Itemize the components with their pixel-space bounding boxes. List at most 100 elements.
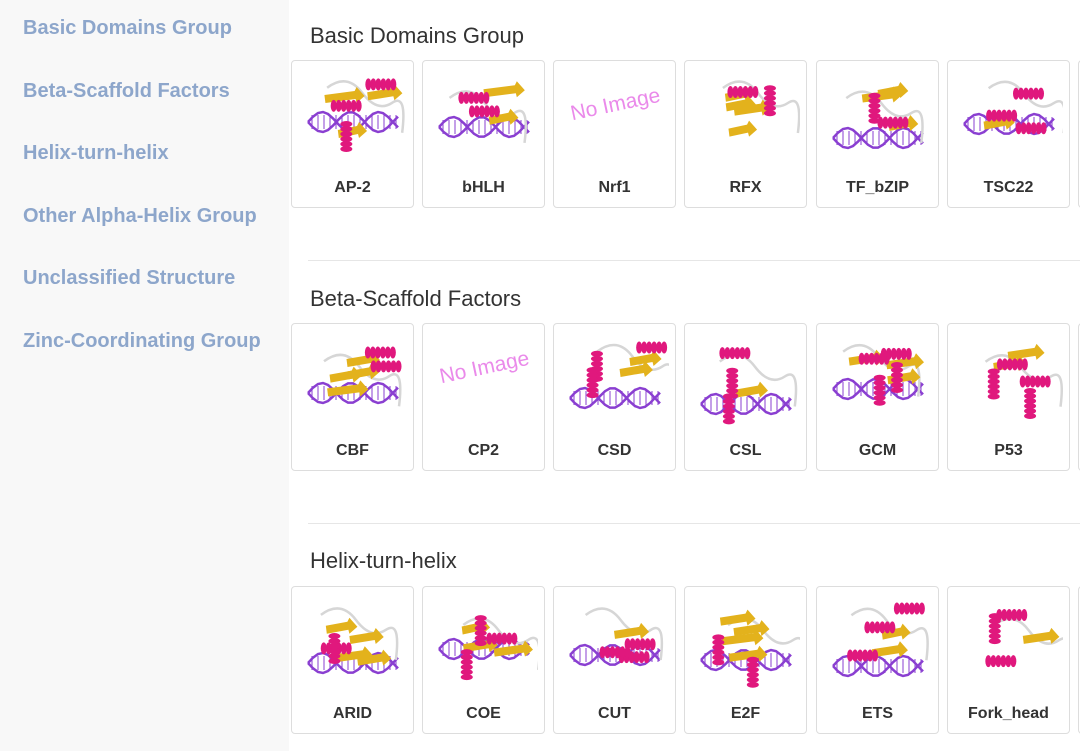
factor-card-ap-2[interactable]: AP-2 [291, 60, 414, 208]
factor-card-tf-bzip[interactable]: TF_bZIP [816, 60, 939, 208]
section-title-basic-domains-group: Basic Domains Group [310, 23, 524, 48]
factor-card-cut[interactable]: CUT [553, 586, 676, 734]
card-label: Nrf1 [598, 179, 631, 196]
beta-sheet-shape [1007, 343, 1045, 360]
factor-card-p53[interactable]: P53 [947, 323, 1070, 471]
alpha-helix-shape [586, 367, 599, 399]
sidebar-item-zinc-coordinating-group[interactable]: Zinc-Coordinating Group [23, 330, 261, 352]
structure-thumbnail [307, 607, 399, 675]
alpha-helix-shape [868, 92, 881, 124]
card-label: TF_bZIP [845, 179, 910, 196]
factor-card-cp2[interactable]: No Image CP2 [422, 323, 545, 471]
card-label: P53 [994, 442, 1023, 459]
no-image-placeholder: No Image [568, 83, 663, 126]
alpha-helix-shape [624, 638, 656, 651]
alpha-helix-shape [1013, 87, 1045, 100]
card-label: ETS [861, 705, 894, 722]
beta-sheet-shape [327, 380, 369, 397]
alpha-helix-shape [873, 374, 886, 406]
sidebar-item-basic-domains-group[interactable]: Basic Domains Group [23, 17, 232, 39]
structure-thumbnail [832, 602, 929, 678]
beta-sheet-shape [324, 86, 365, 103]
sidebar-item-beta-scaffold-factors[interactable]: Beta-Scaffold Factors [23, 80, 230, 102]
factor-card-nrf1[interactable]: No Image Nrf1 [553, 60, 676, 208]
alpha-helix-shape [719, 347, 751, 360]
alpha-helix-shape [864, 621, 896, 634]
alpha-helix-shape [712, 634, 725, 666]
beta-sheet-shape [861, 86, 902, 103]
beta-sheet-shape [349, 628, 384, 645]
factor-card-csl[interactable]: CSL [684, 323, 807, 471]
sidebar-item-unclassified-structure[interactable]: Unclassified Structure [23, 267, 236, 289]
alpha-helix-shape [890, 361, 903, 393]
alpha-helix-shape [987, 368, 1000, 400]
card-label: CBF [336, 442, 369, 459]
structure-thumbnail [700, 609, 800, 688]
structure-thumbnail [985, 609, 1063, 668]
dna-helix-shape [700, 392, 792, 416]
section-title-beta-scaffold-factors: Beta-Scaffold Factors [310, 286, 522, 311]
factor-card-ets[interactable]: ETS [816, 586, 939, 734]
structure-thumbnail [438, 615, 538, 681]
beta-sheet-shape [881, 623, 911, 640]
beta-sheet-shape [325, 617, 358, 634]
factor-card-gcm[interactable]: GCM [816, 323, 939, 471]
alpha-helix-shape [847, 649, 879, 662]
factor-card-cbf[interactable]: CBF [291, 323, 414, 471]
alpha-helix-shape [727, 85, 759, 98]
structure-thumbnail [569, 607, 664, 667]
card-label: CP2 [467, 442, 500, 459]
card-label: E2F [730, 705, 761, 722]
sidebar: Basic Domains Group Beta-Scaffold Factor… [0, 0, 289, 751]
beta-sheet-shape [613, 622, 650, 639]
main-content: Basic Domains Group Beta-Scaffold Factor… [289, 0, 1080, 751]
structure-thumbnail [307, 78, 405, 152]
beta-sheet-shape [871, 641, 908, 658]
alpha-helix-shape [996, 358, 1028, 371]
beta-sheet-shape [719, 609, 756, 626]
factor-card-rfx[interactable]: RFX [684, 60, 807, 208]
beta-sheet-shape [629, 349, 662, 366]
beta-sheet-shape [493, 640, 533, 657]
sidebar-item-helix-turn-helix[interactable]: Helix-turn-helix [23, 142, 169, 164]
structure-thumbnail [722, 80, 800, 137]
alpha-helix-shape [986, 109, 1018, 122]
card-label: AP-2 [334, 179, 371, 196]
alpha-helix-shape [486, 632, 518, 645]
sidebar-item-other-alpha-helix-group[interactable]: Other Alpha-Helix Group [23, 205, 257, 227]
beta-sheet-shape [329, 366, 362, 383]
beta-sheet-shape [619, 360, 653, 377]
beta-sheet-shape [483, 81, 525, 98]
coil-shape [326, 80, 405, 133]
beta-sheet-shape [357, 649, 392, 666]
alpha-helix-shape [328, 633, 341, 665]
alpha-helix-shape [988, 613, 1001, 645]
no-image-placeholder: No Image [437, 346, 532, 389]
alpha-helix-shape [1024, 387, 1037, 419]
structure-thumbnail [569, 341, 669, 410]
alpha-helix-shape [880, 347, 912, 360]
alpha-helix-shape [370, 360, 402, 373]
alpha-helix-shape [1019, 375, 1051, 388]
factor-card-tsc22[interactable]: TSC22 [947, 60, 1070, 208]
alpha-helix-shape [458, 91, 490, 104]
coil-shape [323, 353, 402, 407]
beta-sheet-shape [1022, 627, 1060, 644]
card-label: CSL [729, 442, 762, 459]
beta-sheet-shape [721, 629, 764, 646]
beta-sheet-shape [728, 645, 768, 662]
alpha-helix-shape [763, 85, 776, 117]
card-label: RFX [729, 179, 762, 196]
factor-card-coe[interactable]: COE [422, 586, 545, 734]
card-label: CUT [598, 705, 631, 722]
factor-card-arid[interactable]: ARID [291, 586, 414, 734]
factor-card-bhlh[interactable]: bHLH [422, 60, 545, 208]
factor-card-e2f[interactable]: E2F [684, 586, 807, 734]
structure-thumbnail [307, 346, 402, 407]
alpha-helix-shape [877, 116, 909, 129]
factor-card-fork-head[interactable]: Fork_head [947, 586, 1070, 734]
factor-card-csd[interactable]: CSD [553, 323, 676, 471]
dna-helix-shape [569, 386, 661, 410]
coil-shape [987, 80, 1063, 134]
structure-thumbnail [438, 81, 530, 144]
